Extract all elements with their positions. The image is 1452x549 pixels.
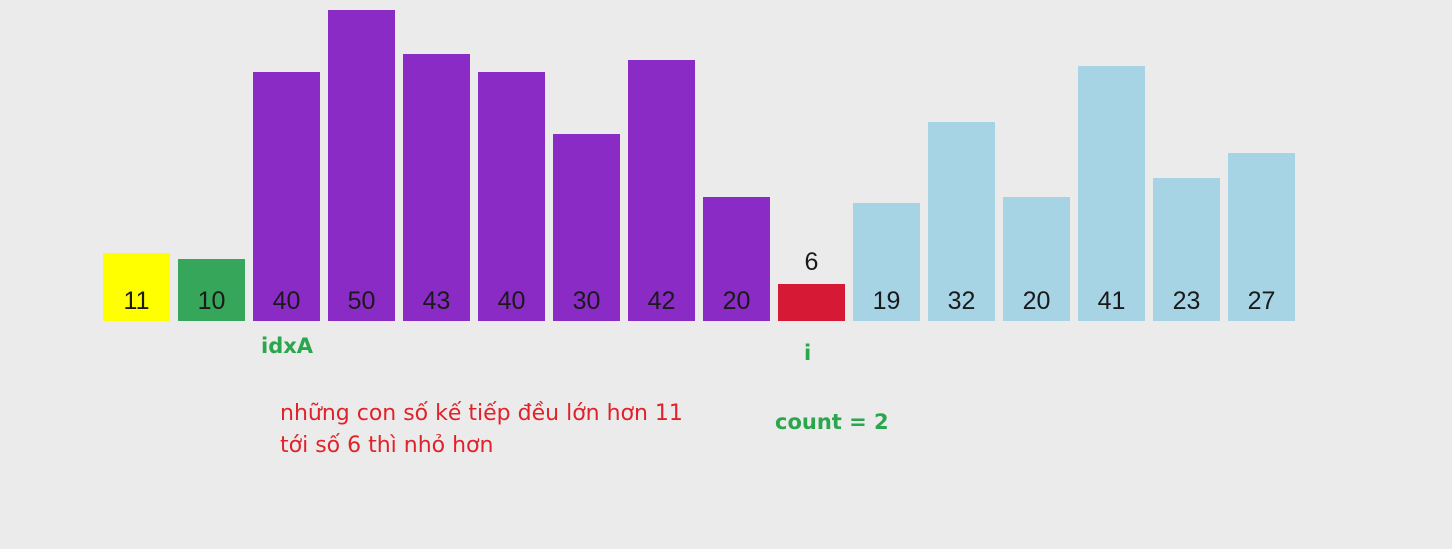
i-pointer-label: i [804,341,812,365]
bar-8: 20 [703,197,770,321]
bar-label-15: 27 [1247,287,1276,315]
bar-6: 30 [553,134,620,321]
bar-label-7: 42 [647,287,676,315]
bar-label-0: 11 [123,287,150,315]
bar-label-11: 32 [947,287,976,315]
bar-label-6: 30 [572,287,601,315]
bar-1: 10 [178,259,245,321]
bar-label-10: 19 [872,287,901,315]
bar-label-4: 43 [422,287,451,315]
bar-label-2: 40 [272,287,301,315]
note-line-1: những con số kế tiếp đều lớn hơn 11 [280,401,683,426]
bar-13: 41 [1078,66,1145,321]
count-label: count = 2 [775,410,889,434]
bar-label-9: 6 [804,248,819,276]
bar-5: 40 [478,72,545,321]
note-line-2: tới số 6 thì nhỏ hơn [280,433,494,458]
bar-label-5: 40 [497,287,526,315]
bar-label-14: 23 [1172,287,1201,315]
bar-0: 11 [103,253,170,321]
bar-2: 40 [253,72,320,321]
bar-12: 20 [1003,197,1070,321]
bar-label-8: 20 [722,287,751,315]
bar-9 [778,284,845,321]
bar-15: 27 [1228,153,1295,321]
bar-7: 42 [628,60,695,321]
idxA-pointer-label: idxA [261,334,314,358]
bar-label-13: 41 [1097,287,1126,315]
bar-14: 23 [1153,178,1220,321]
bar-label-12: 20 [1022,287,1051,315]
explanation-note: những con số kế tiếp đều lớn hơn 11 tới … [280,398,683,462]
bar-4: 43 [403,54,470,321]
bar-label-1: 10 [197,287,226,315]
bar-11: 32 [928,122,995,321]
bar-3: 50 [328,10,395,321]
bar-10: 19 [853,203,920,321]
bar-label-3: 50 [347,287,376,315]
